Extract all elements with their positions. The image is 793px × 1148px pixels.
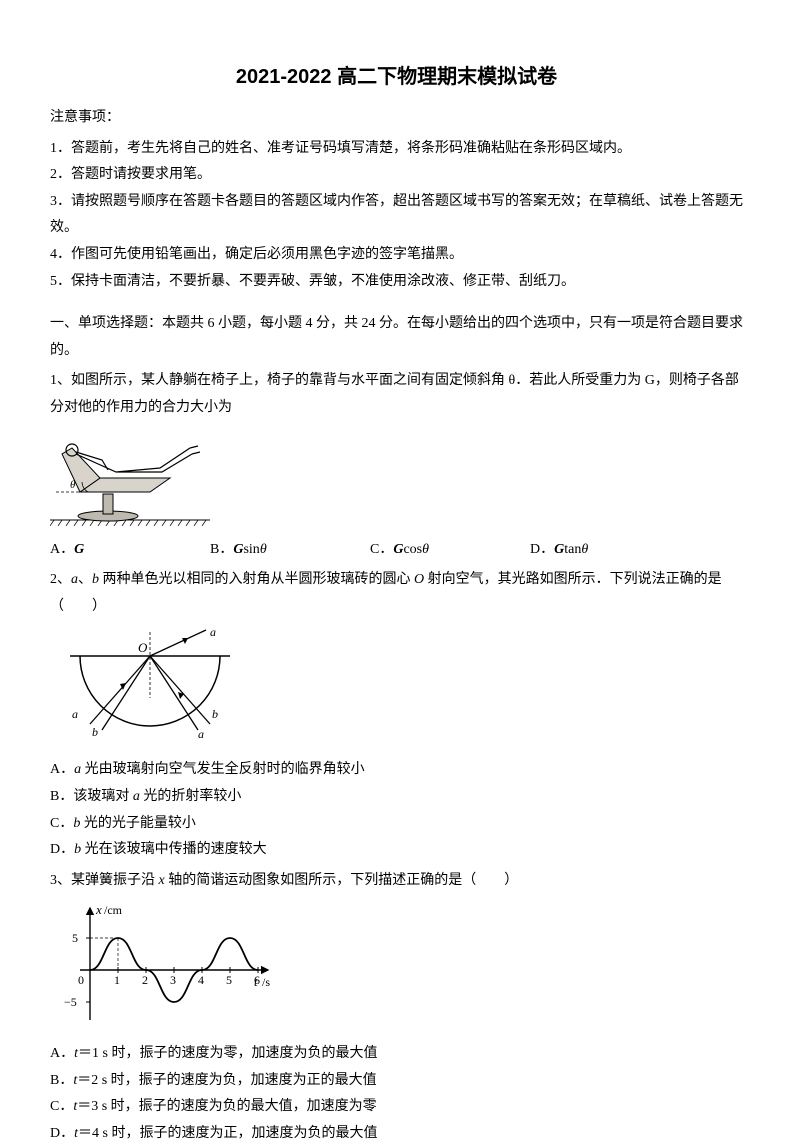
svg-text:θ: θ: [70, 479, 76, 491]
note-2: 2．答题时请按要求用笔。: [50, 162, 743, 189]
q2-option-b: B．该玻璃对 a 光的折射率较小: [50, 784, 743, 811]
q2-option-d: D．b 光在该玻璃中传播的速度较大: [50, 837, 743, 864]
note-5: 5．保持卡面清洁，不要折暴、不要弄破、弄皱，不准使用涂改液、修正带、刮纸刀。: [50, 269, 743, 296]
svg-text:0: 0: [78, 973, 84, 987]
shm-graph-svg: x /cm t /s 5 −5 0 1 2 3 4 5 6: [50, 900, 280, 1030]
q2-option-a: A．a 光由玻璃射向空气发生全反射时的临界角较小: [50, 757, 743, 784]
svg-text:O: O: [138, 640, 148, 655]
q2-stem: 2、a、b 两种单色光以相同的入射角从半圆形玻璃砖的圆心 O 射向空气，其光路如…: [50, 567, 743, 620]
svg-text:5: 5: [226, 973, 232, 987]
svg-text:5: 5: [72, 931, 78, 945]
q3-stem: 3、某弹簧振子沿 x 轴的简谐运动图象如图所示，下列描述正确的是（ ）: [50, 868, 743, 895]
q3-figure: x /cm t /s 5 −5 0 1 2 3 4 5 6: [50, 900, 743, 1035]
q1-option-a: A．G: [50, 537, 210, 564]
q1-option-d: D．Gtanθ: [530, 537, 690, 564]
q2-figure: O a a b b a: [50, 626, 743, 751]
svg-text:6: 6: [254, 973, 260, 987]
note-1: 1．答题前，考生先将自己的姓名、准考证号码填写清楚，将条形码准确粘贴在条形码区域…: [50, 136, 743, 163]
q1-stem: 1、如图所示，某人静躺在椅子上，椅子的靠背与水平面之间有固定倾斜角 θ．若此人所…: [50, 368, 743, 421]
svg-text:a: a: [210, 626, 216, 639]
q1-options: A．G B．Gsinθ C．Gcosθ D．Gtanθ: [50, 537, 743, 564]
q1-stem-text: 1、如图所示，某人静躺在椅子上，椅子的靠背与水平面之间有固定倾斜角 θ．若此人所…: [50, 373, 739, 415]
q3-option-a: A．t＝1 s 时，振子的速度为零，加速度为负的最大值: [50, 1041, 743, 1068]
svg-text:x: x: [95, 902, 102, 917]
notes-header: 注意事项：: [50, 105, 743, 132]
note-4: 4．作图可先使用铅笔画出，确定后必须用黑色字迹的签字笔描黑。: [50, 242, 743, 269]
svg-text:/s: /s: [262, 975, 270, 989]
svg-text:/cm: /cm: [104, 903, 123, 917]
q1-option-b: B．Gsinθ: [210, 537, 370, 564]
svg-text:a: a: [72, 707, 78, 721]
svg-text:b: b: [92, 725, 98, 739]
chair-figure-svg: θ: [50, 428, 210, 526]
page-title: 2021-2022 高二下物理期末模拟试卷: [50, 60, 743, 89]
q1-figure: θ: [50, 428, 743, 531]
refraction-figure-svg: O a a b b a: [50, 626, 250, 746]
section-1-header: 一、单项选择题：本题共 6 小题，每小题 4 分，共 24 分。在每小题给出的四…: [50, 311, 743, 364]
q1-option-c: C．Gcosθ: [370, 537, 530, 564]
svg-text:b: b: [212, 707, 218, 721]
q2-option-c: C．b 光的光子能量较小: [50, 811, 743, 838]
svg-text:1: 1: [114, 973, 120, 987]
svg-text:−5: −5: [64, 995, 77, 1009]
note-3: 3．请按照题号顺序在答题卡各题目的答题区域内作答，超出答题区域书写的答案无效；在…: [50, 189, 743, 242]
svg-text:a: a: [198, 727, 204, 741]
q3-option-b: B．t＝2 s 时，振子的速度为负，加速度为正的最大值: [50, 1068, 743, 1095]
q3-option-c: C．t＝3 s 时，振子的速度为负的最大值，加速度为零: [50, 1094, 743, 1121]
svg-text:4: 4: [198, 973, 204, 987]
svg-text:3: 3: [170, 973, 176, 987]
svg-text:2: 2: [142, 973, 148, 987]
q3-option-d: D．t＝4 s 时，振子的速度为正，加速度为负的最大值: [50, 1121, 743, 1148]
